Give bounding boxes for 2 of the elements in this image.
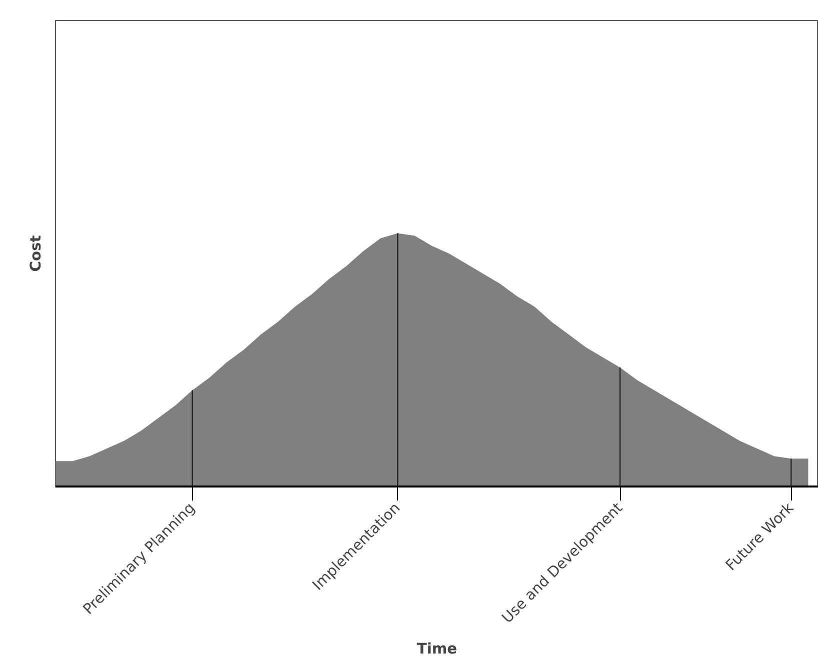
x-axis-title: Time bbox=[416, 640, 458, 658]
y-axis-title: Cost bbox=[28, 235, 44, 272]
